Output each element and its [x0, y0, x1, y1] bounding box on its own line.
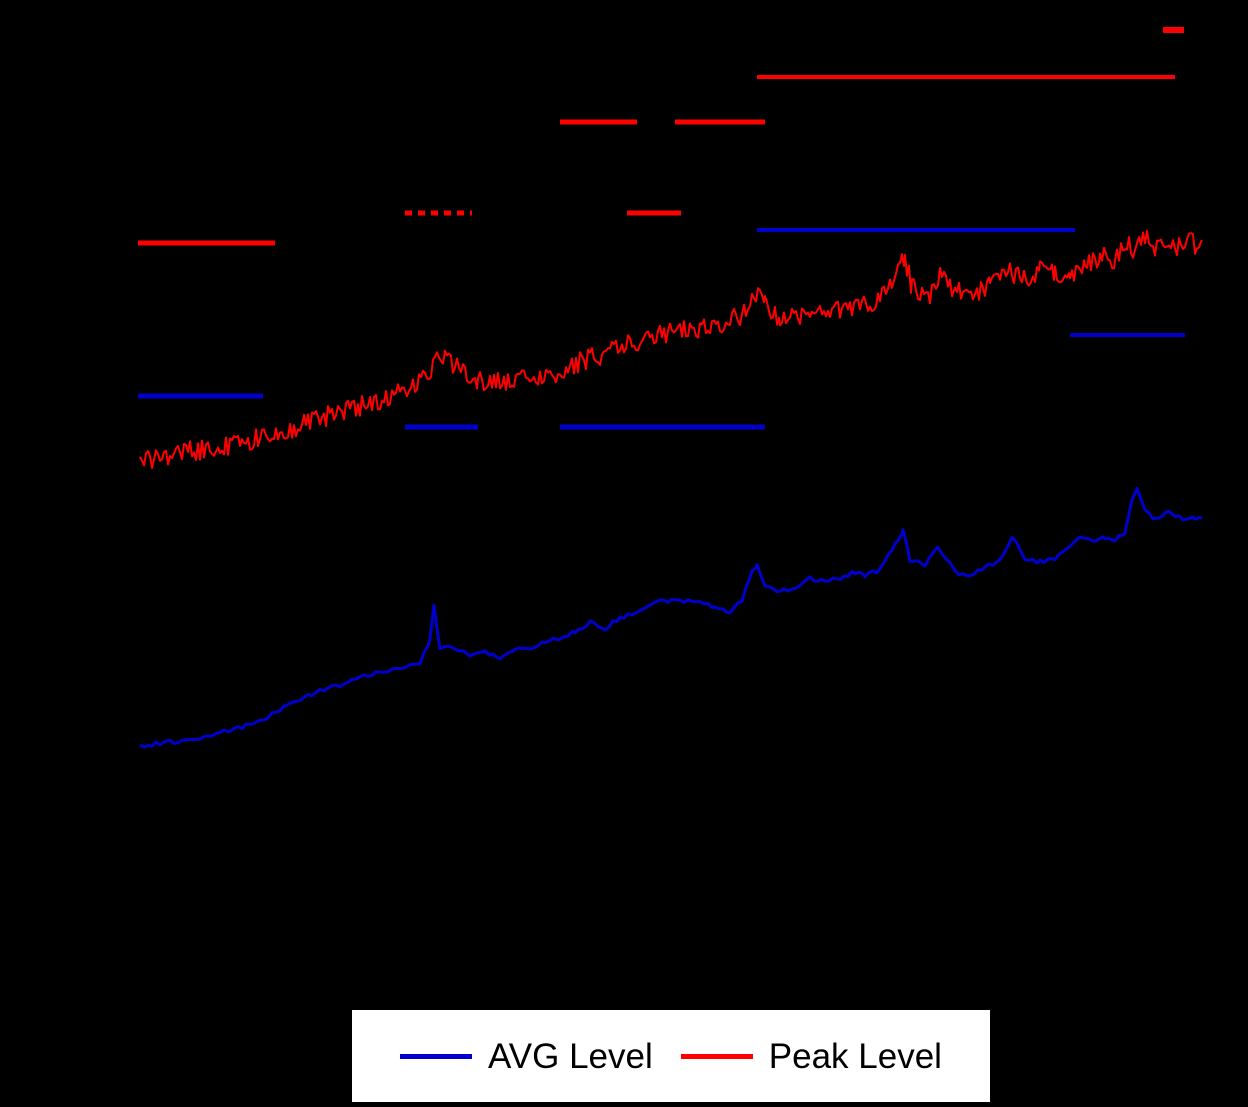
- legend-label-peak: Peak Level: [768, 1036, 942, 1076]
- avg-line-swatch: [400, 1053, 473, 1059]
- legend-label-avg: AVG Level: [488, 1036, 653, 1076]
- peak-line-swatch: [680, 1053, 753, 1059]
- legend: AVG Level Peak Level: [352, 1010, 990, 1102]
- legend-entry-peak: Peak Level: [680, 1036, 942, 1076]
- legend-entry-avg: AVG Level: [400, 1039, 653, 1074]
